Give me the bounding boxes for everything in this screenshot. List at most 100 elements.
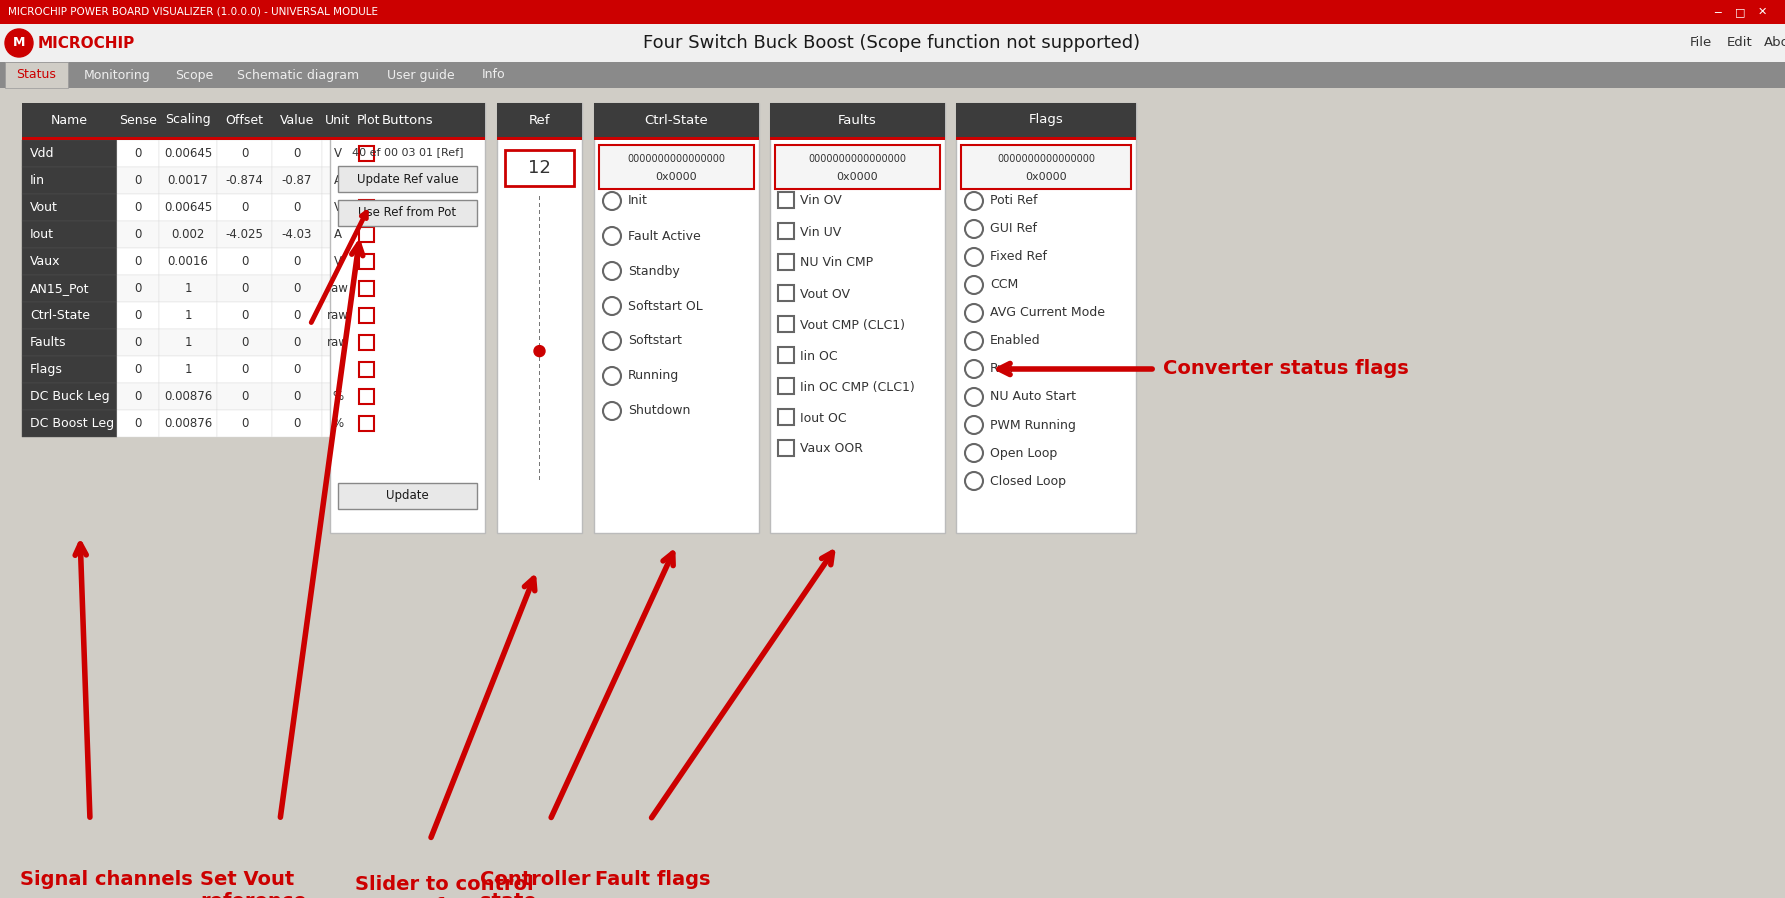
Text: Set Vout
reference
source: Set Vout reference source bbox=[200, 870, 307, 898]
Bar bbox=[496, 103, 582, 137]
Bar bbox=[769, 103, 944, 533]
Text: Controller
state: Controller state bbox=[480, 870, 591, 898]
Text: V: V bbox=[334, 201, 343, 214]
Bar bbox=[118, 383, 159, 410]
Text: 0: 0 bbox=[134, 201, 141, 214]
Text: Vout CMP (CLC1): Vout CMP (CLC1) bbox=[800, 319, 905, 331]
Text: Ref: Ref bbox=[528, 113, 550, 127]
Bar bbox=[353, 302, 382, 329]
Text: Fixed Ref: Fixed Ref bbox=[991, 251, 1048, 263]
Text: -0.87: -0.87 bbox=[282, 174, 312, 187]
Bar bbox=[271, 194, 321, 221]
Text: 1: 1 bbox=[184, 336, 191, 349]
Bar bbox=[321, 140, 353, 167]
Bar bbox=[594, 103, 759, 137]
Bar bbox=[321, 356, 353, 383]
Text: Ctrl-State: Ctrl-State bbox=[30, 309, 89, 322]
Bar bbox=[337, 166, 477, 192]
Bar bbox=[271, 221, 321, 248]
Bar bbox=[353, 410, 382, 437]
Bar bbox=[159, 275, 218, 302]
Text: Open Loop: Open Loop bbox=[991, 446, 1057, 460]
Bar bbox=[21, 383, 118, 410]
Bar bbox=[353, 383, 382, 410]
Bar bbox=[778, 192, 794, 208]
Circle shape bbox=[534, 346, 544, 357]
Text: Signal channels: Signal channels bbox=[20, 870, 193, 889]
Bar bbox=[159, 167, 218, 194]
Text: Flags: Flags bbox=[30, 363, 62, 376]
Text: Ctrl-State: Ctrl-State bbox=[644, 113, 709, 127]
Text: 0: 0 bbox=[293, 390, 300, 403]
Text: Iout: Iout bbox=[30, 228, 54, 241]
Text: 0: 0 bbox=[134, 417, 141, 430]
Bar bbox=[321, 383, 353, 410]
Bar bbox=[359, 200, 375, 215]
Bar bbox=[769, 137, 944, 140]
Bar bbox=[5, 62, 68, 88]
Bar bbox=[359, 146, 375, 161]
Text: Converter status flags: Converter status flags bbox=[1164, 359, 1408, 378]
Text: M: M bbox=[12, 37, 25, 49]
Bar bbox=[778, 254, 794, 270]
Text: □: □ bbox=[1735, 7, 1746, 17]
Text: Standby: Standby bbox=[628, 265, 680, 277]
Text: Update Ref value: Update Ref value bbox=[357, 172, 459, 186]
Text: Closed Loop: Closed Loop bbox=[991, 474, 1066, 488]
Text: -4.03: -4.03 bbox=[282, 228, 312, 241]
Bar bbox=[778, 316, 794, 332]
Text: Shutdown: Shutdown bbox=[628, 404, 691, 418]
Bar bbox=[159, 248, 218, 275]
Bar bbox=[21, 137, 382, 140]
Text: Flags: Flags bbox=[1028, 113, 1064, 127]
Text: 0: 0 bbox=[293, 201, 300, 214]
Bar bbox=[21, 248, 118, 275]
Bar bbox=[218, 167, 271, 194]
Text: -4.025: -4.025 bbox=[225, 228, 264, 241]
Bar bbox=[594, 103, 759, 533]
Bar bbox=[496, 137, 582, 140]
Text: 0: 0 bbox=[134, 255, 141, 268]
Text: 0: 0 bbox=[293, 363, 300, 376]
Text: Faults: Faults bbox=[30, 336, 66, 349]
Text: DC Buck Leg: DC Buck Leg bbox=[30, 390, 109, 403]
Text: 0000000000000000: 0000000000000000 bbox=[809, 154, 907, 164]
Text: 0: 0 bbox=[293, 309, 300, 322]
Bar bbox=[778, 285, 794, 301]
Text: Vin OV: Vin OV bbox=[800, 195, 843, 207]
Bar bbox=[0, 0, 1785, 24]
Bar bbox=[21, 302, 118, 329]
Text: 0: 0 bbox=[134, 228, 141, 241]
Bar bbox=[957, 103, 1135, 137]
Text: 1: 1 bbox=[184, 309, 191, 322]
Bar bbox=[321, 167, 353, 194]
Text: 1: 1 bbox=[184, 282, 191, 295]
Text: Monitoring: Monitoring bbox=[84, 68, 152, 82]
Text: Vin UV: Vin UV bbox=[800, 225, 841, 239]
Bar bbox=[159, 383, 218, 410]
Text: Run: Run bbox=[991, 363, 1014, 375]
Text: raw: raw bbox=[327, 282, 348, 295]
Bar bbox=[271, 302, 321, 329]
Text: 0: 0 bbox=[134, 336, 141, 349]
Bar bbox=[600, 145, 753, 189]
Bar bbox=[118, 140, 159, 167]
Text: Iin OC CMP (CLC1): Iin OC CMP (CLC1) bbox=[800, 381, 914, 393]
Bar bbox=[218, 383, 271, 410]
Text: 40 ef 00 03 01 [Ref]: 40 ef 00 03 01 [Ref] bbox=[352, 147, 464, 157]
Bar bbox=[118, 221, 159, 248]
Bar bbox=[359, 308, 375, 323]
Text: CCM: CCM bbox=[991, 278, 1017, 292]
Text: 0.002: 0.002 bbox=[171, 228, 205, 241]
Text: %: % bbox=[332, 417, 343, 430]
Text: ─: ─ bbox=[1715, 7, 1721, 17]
Text: 0: 0 bbox=[241, 390, 248, 403]
Text: 12: 12 bbox=[528, 159, 552, 177]
Bar bbox=[118, 302, 159, 329]
Text: Vout OV: Vout OV bbox=[800, 287, 850, 301]
Bar bbox=[0, 62, 1785, 88]
Bar bbox=[359, 227, 375, 242]
Bar bbox=[359, 173, 375, 188]
Bar bbox=[118, 248, 159, 275]
Bar bbox=[218, 194, 271, 221]
